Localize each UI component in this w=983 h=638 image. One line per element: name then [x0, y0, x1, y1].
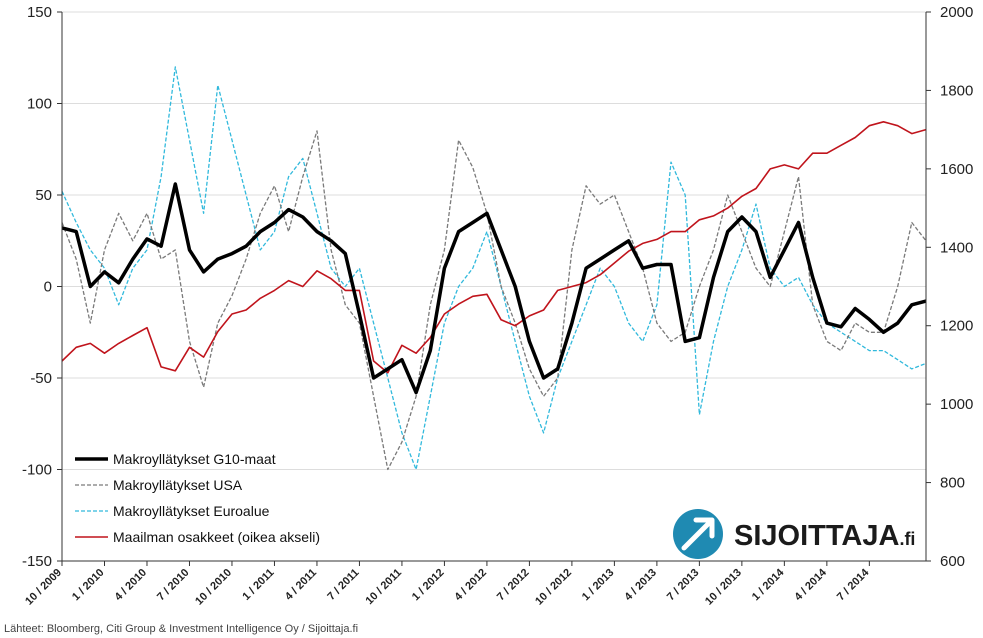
series-line-3	[61, 121, 927, 374]
legend-label: Makroyllätykset Euroalue	[113, 503, 270, 519]
series-lines	[61, 66, 927, 471]
brand-name: SIJOITTAJA.fi	[734, 520, 915, 552]
left-tick-label: 100	[27, 96, 52, 113]
left-tick-label: 50	[35, 187, 52, 204]
left-tick-label: -150	[22, 553, 52, 570]
series-line-1	[61, 130, 927, 471]
right-tick-label: 1200	[940, 318, 973, 335]
right-tick-label: 1000	[940, 396, 973, 413]
left-tick-label: 150	[27, 4, 52, 21]
left-axis-ticks: 150 100 50 0 -50 -100 -150	[22, 4, 62, 570]
right-tick-label: 800	[940, 475, 965, 492]
x-tick-label: 1 / 2010	[70, 567, 107, 604]
x-tick-label: 7 / 2013	[665, 567, 702, 604]
x-tick-label: 4 / 2014	[792, 566, 829, 603]
right-tick-label: 600	[940, 553, 965, 570]
x-tick-label: 10 / 2013	[703, 567, 744, 608]
x-tick-label: 7 / 2010	[155, 567, 192, 604]
series-line-2	[61, 66, 927, 471]
left-tick-label: -100	[22, 462, 52, 479]
legend-label: Makroyllätykset G10-maat	[113, 451, 276, 467]
series-line-0	[61, 182, 927, 395]
x-tick-label: 7 / 2012	[495, 567, 532, 604]
x-axis-ticks: 10 / 2009 1 / 2010 4 / 2010 7 / 2010 10 / 20…	[23, 561, 872, 608]
x-tick-label: 10 / 2009	[23, 567, 64, 608]
x-tick-label: 1 / 2012	[410, 567, 447, 604]
left-tick-label: -50	[30, 370, 52, 387]
x-tick-label: 10 / 2011	[364, 567, 405, 608]
x-tick-label: 4 / 2011	[283, 567, 319, 603]
x-tick-label: 1 / 2011	[240, 567, 276, 603]
x-tick-label: 10 / 2010	[193, 567, 234, 608]
x-tick-label: 4 / 2012	[452, 567, 489, 604]
left-tick-label: 0	[44, 279, 52, 296]
right-tick-label: 1800	[940, 82, 973, 99]
x-tick-label: 7 / 2014	[835, 566, 872, 603]
right-tick-label: 2000	[940, 4, 973, 21]
x-tick-label: 4 / 2013	[622, 567, 659, 604]
x-tick-label: 1 / 2014	[750, 566, 787, 603]
legend: Makroyllätykset G10-maat Makroyllätykset …	[75, 451, 320, 545]
brand-suffix: .fi	[899, 529, 915, 549]
right-tick-label: 1400	[940, 239, 973, 256]
x-tick-label: 10 / 2012	[533, 567, 574, 608]
brand-logo: SIJOITTAJA.fi	[673, 509, 915, 559]
legend-label: Maailman osakkeet (oikea akseli)	[113, 529, 320, 545]
legend-label: Makroyllätykset USA	[113, 477, 243, 493]
x-tick-label: 1 / 2013	[580, 567, 617, 604]
source-text: Lähteet: Bloomberg, Citi Group & Investm…	[4, 623, 358, 635]
x-tick-label: 4 / 2010	[113, 567, 150, 604]
right-tick-label: 1600	[940, 161, 973, 178]
right-axis-ticks: 2000 1800 1600 1400 1200 1000 800 600	[926, 4, 973, 570]
x-tick-label: 7 / 2011	[325, 567, 361, 603]
arrow-icon	[681, 517, 715, 551]
